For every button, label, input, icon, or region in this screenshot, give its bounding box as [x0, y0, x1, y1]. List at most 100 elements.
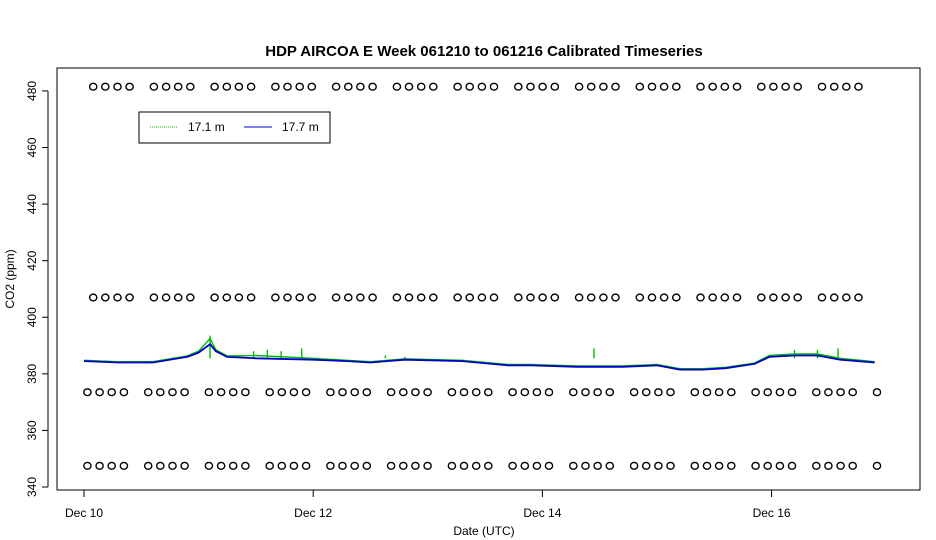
marker-point — [356, 293, 365, 302]
marker-point — [836, 388, 845, 397]
marker-point — [489, 293, 499, 302]
marker-point — [295, 293, 305, 302]
marker-point — [727, 461, 736, 470]
marker-point — [428, 82, 438, 91]
marker-point — [362, 388, 372, 397]
marker-point — [829, 82, 839, 91]
marker-point — [854, 82, 863, 91]
marker-point — [581, 461, 590, 470]
marker-point — [338, 388, 347, 397]
x-tick-label: Dec 14 — [523, 506, 561, 520]
y-tick-label: 440 — [25, 194, 39, 214]
marker-point — [368, 293, 377, 302]
marker-point — [732, 82, 742, 91]
marker-point — [872, 461, 882, 470]
marker-point — [787, 388, 797, 397]
marker-point — [532, 461, 542, 470]
marker-point — [459, 388, 469, 397]
marker-point — [155, 461, 165, 470]
marker-point — [824, 461, 833, 470]
marker-point — [526, 82, 535, 91]
marker-point — [246, 82, 256, 91]
marker-point — [271, 82, 280, 91]
x-axis: Dec 10 Dec 12 Dec 14 Dec 16 — [65, 489, 791, 520]
y-tick-label: 340 — [25, 477, 39, 497]
marker-point — [210, 82, 219, 91]
marker-point — [593, 388, 602, 397]
marker-point — [477, 82, 487, 91]
marker-point — [629, 388, 639, 397]
marker-point — [453, 82, 462, 91]
marker-point — [283, 293, 292, 302]
marker-point — [654, 461, 663, 470]
marker-point — [544, 388, 554, 397]
marker-point — [647, 293, 657, 302]
marker-point — [301, 461, 311, 470]
marker-point — [168, 461, 177, 470]
marker-point — [659, 82, 669, 91]
marker-point — [326, 461, 335, 470]
marker-point — [216, 461, 226, 470]
marker-point — [569, 388, 578, 397]
marker-point — [459, 461, 469, 470]
marker-point — [611, 293, 620, 302]
marker-point — [659, 293, 669, 302]
marker-point — [228, 461, 238, 470]
marker-point — [143, 388, 153, 397]
marker-point — [168, 388, 177, 397]
marker-point — [83, 461, 92, 470]
marker-point — [465, 293, 475, 302]
marker-point — [538, 293, 547, 302]
marker-point — [180, 388, 189, 397]
marker-point — [265, 388, 275, 397]
marker-point — [331, 82, 341, 91]
y-tick-label: 380 — [25, 364, 39, 384]
marker-point — [411, 461, 420, 470]
marker-point — [185, 82, 195, 91]
marker-point — [647, 82, 657, 91]
marker-point — [398, 461, 408, 470]
marker-point — [757, 82, 766, 91]
marker-point — [593, 461, 602, 470]
marker-point — [605, 388, 615, 397]
marker-point — [751, 461, 760, 470]
marker-point — [696, 293, 705, 302]
x-tick-label: Dec 12 — [294, 506, 332, 520]
marker-point — [368, 82, 377, 91]
marker-point — [586, 82, 596, 91]
y-tick-label: 460 — [25, 137, 39, 157]
marker-point — [769, 82, 778, 91]
marker-point — [769, 293, 778, 302]
marker-point — [793, 293, 803, 302]
marker-point — [447, 461, 457, 470]
marker-point — [149, 293, 159, 302]
marker-point — [569, 461, 578, 470]
marker-point — [404, 293, 414, 302]
marker-point — [854, 293, 863, 302]
marker-point — [95, 388, 104, 397]
marker-point — [204, 461, 214, 470]
legend-label-17-7m: 17.7 m — [282, 120, 319, 134]
marker-point — [544, 461, 554, 470]
marker-rows — [83, 82, 882, 470]
marker-point — [234, 82, 244, 91]
marker-point — [702, 388, 712, 397]
marker-point — [763, 461, 773, 470]
marker-point — [599, 293, 608, 302]
marker-point — [775, 461, 785, 470]
marker-point — [271, 293, 280, 302]
marker-point — [95, 461, 104, 470]
marker-point — [447, 388, 457, 397]
marker-point — [696, 82, 705, 91]
marker-point — [787, 461, 797, 470]
marker-point — [88, 293, 98, 302]
marker-point — [301, 388, 311, 397]
marker-point — [842, 82, 851, 91]
marker-point — [471, 461, 481, 470]
marker-point — [781, 293, 790, 302]
marker-point — [641, 388, 651, 397]
y-axis-label: CO2 (ppm) — [3, 249, 17, 308]
chart-title: HDP AIRCOA E Week 061210 to 061216 Calib… — [265, 43, 702, 60]
marker-point — [829, 293, 839, 302]
